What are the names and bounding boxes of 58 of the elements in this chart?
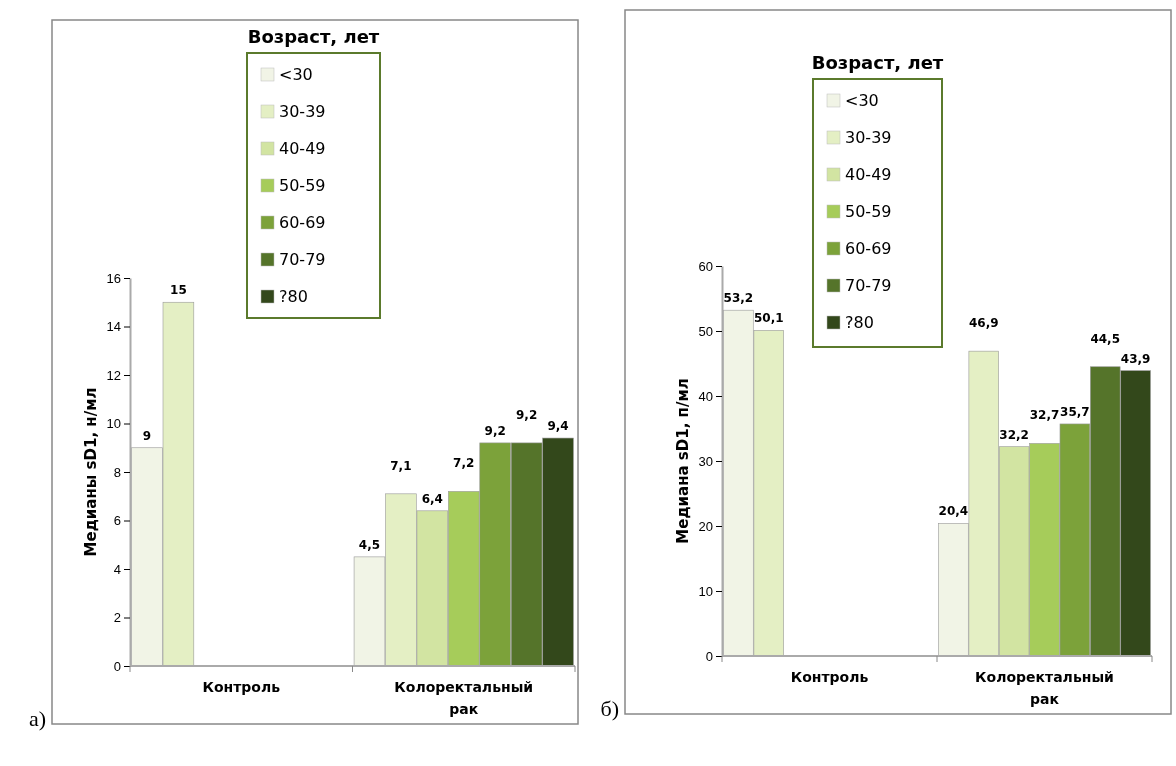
y-tick-label: 60 — [698, 258, 713, 274]
data-label: 7,1 — [390, 458, 412, 473]
legend-label: 40-49 — [279, 139, 326, 158]
data-label: 32,2 — [999, 427, 1029, 442]
data-label: 9,2 — [484, 423, 506, 438]
legend-label: 30-39 — [845, 128, 892, 147]
legend-label: ?80 — [279, 287, 308, 306]
data-label: 9,2 — [515, 407, 538, 422]
legend-title: Возраст, лет — [247, 26, 380, 47]
y-tick-label: 2 — [113, 610, 121, 626]
data-label: 43,9 — [1120, 351, 1151, 366]
data-label: 46,9 — [968, 316, 999, 331]
y-tick-label: 30 — [698, 453, 713, 469]
data-label: 15 — [170, 283, 187, 298]
x-tick-label: Колоректальный рак — [394, 679, 534, 717]
text: б) — [600, 696, 619, 721]
y-tick-label: 12 — [106, 367, 121, 383]
data-label: 9 — [142, 428, 152, 443]
data-label: 4,5 — [358, 537, 381, 552]
legend-label: 60-69 — [845, 239, 892, 258]
y-axis-title: Медианы sD1, н/мл — [82, 387, 100, 557]
legend-label: <30 — [279, 65, 313, 84]
y-tick-label: 0 — [705, 648, 713, 664]
y-tick-label: 10 — [106, 416, 121, 432]
data-label: 35,7 — [1060, 404, 1090, 419]
y-tick-label: 16 — [106, 270, 121, 286]
legend-label: 40-49 — [845, 165, 892, 184]
y-tick-label: 14 — [106, 319, 121, 335]
data-label: 7,2 — [453, 456, 475, 471]
legend-title: Возраст, лет — [811, 52, 944, 73]
legend-label: 70-79 — [845, 276, 892, 295]
y-tick-label: 20 — [698, 518, 713, 534]
y-tick-label: 10 — [698, 583, 713, 599]
y-tick-label: 50 — [698, 323, 713, 339]
legend-label: 30-39 — [279, 102, 326, 121]
legend-label: 60-69 — [279, 213, 326, 232]
data-label: 50,1 — [753, 311, 784, 326]
legend-label: ?80 — [845, 313, 874, 332]
legend-label: 70-79 — [279, 250, 326, 269]
y-tick-label: 0 — [113, 658, 121, 674]
y-axis-title: Медиана sD1, п/мл — [674, 378, 692, 544]
y-tick-label: 6 — [113, 513, 121, 529]
data-label: 20,4 — [938, 504, 969, 519]
y-tick-label: 4 — [113, 561, 121, 577]
y-tick-label: 40 — [698, 388, 713, 404]
legend-label: 50-59 — [279, 176, 326, 195]
x-tick-label: Колоректальный рак — [975, 669, 1114, 707]
y-tick-label: 8 — [113, 464, 121, 480]
text: а) — [28, 706, 46, 731]
data-label: 6,4 — [421, 491, 443, 506]
legend-label: <30 — [845, 91, 879, 110]
data-label: 9,4 — [547, 419, 569, 434]
data-label: 32,7 — [1029, 408, 1060, 423]
x-tick-label: Контроль — [202, 679, 281, 695]
x-tick-label: Контроль — [790, 669, 869, 685]
data-label: 53,2 — [723, 291, 754, 306]
data-label: 44,5 — [1090, 331, 1121, 346]
legend-label: 50-59 — [845, 202, 892, 221]
